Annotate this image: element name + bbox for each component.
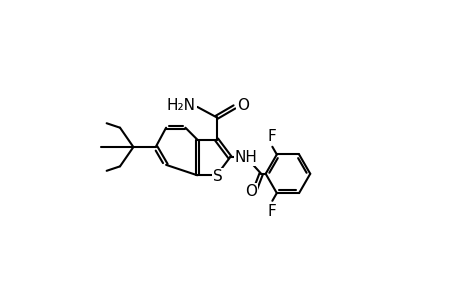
Text: H₂N: H₂N [167, 98, 196, 113]
Text: F: F [268, 204, 276, 219]
Text: S: S [213, 169, 223, 184]
Text: NH: NH [235, 150, 257, 165]
Text: F: F [268, 129, 276, 144]
Text: O: O [244, 184, 256, 199]
Text: O: O [237, 98, 249, 113]
